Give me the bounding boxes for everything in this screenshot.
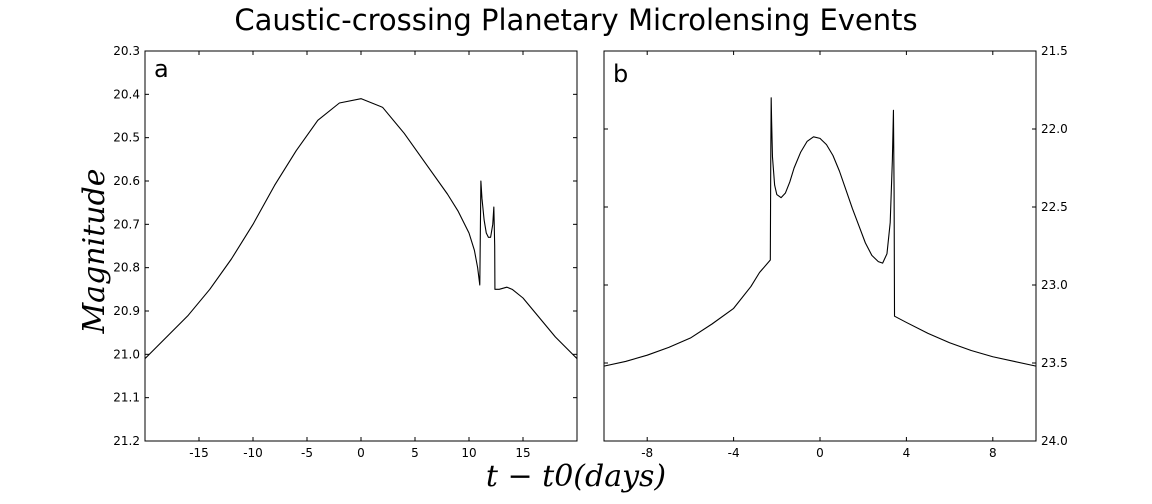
y-tick-label: 21.2 (113, 434, 140, 448)
panel-b-label: b (613, 60, 628, 88)
panel-b-xticks: -8 -4 0 4 8 (641, 51, 997, 460)
x-tick-label: 5 (411, 446, 419, 460)
panel-a-xticks: -15 -10 -5 0 5 10 15 (189, 51, 531, 460)
y-tick-label: 23.0 (1041, 278, 1068, 292)
light-curve-line (603, 97, 1037, 367)
x-tick-label: 4 (903, 446, 911, 460)
panel-b-yticks: 21.5 22.0 22.5 23.0 23.5 24.0 (604, 44, 1068, 448)
y-tick-label: 22.5 (1041, 200, 1068, 214)
panel-b-frame (603, 50, 1037, 442)
y-tick-label: 21.5 (1041, 44, 1068, 58)
y-tick-label: 20.6 (113, 174, 140, 188)
y-tick-label: 20.7 (113, 217, 140, 231)
x-tick-label: -5 (301, 446, 313, 460)
x-tick-label: 0 (816, 446, 824, 460)
y-tick-label: 20.4 (113, 87, 140, 101)
panel-b: b -8 -4 0 4 8 21.5 22.0 22.5 23.0 23.5 24.0 (603, 44, 1068, 460)
x-tick-label: -15 (189, 446, 209, 460)
y-tick-label: 22.0 (1041, 122, 1068, 136)
x-tick-label: 15 (515, 446, 530, 460)
y-tick-label: 20.9 (113, 304, 140, 318)
y-tick-label: 21.0 (113, 347, 140, 361)
panel-a-series (144, 98, 578, 360)
panel-a-yticks: 20.3 20.4 20.5 20.6 20.7 20.8 20.9 21.0 21.1 21.2 (113, 44, 577, 448)
x-tick-label: -4 (728, 446, 740, 460)
x-axis-label: t − t0(days) (486, 459, 666, 494)
x-tick-label: -8 (641, 446, 653, 460)
panel-a: a -15 -10 -5 0 5 10 15 20.320.420.520.620.720.… (113, 44, 578, 460)
x-tick-label: 10 (461, 446, 476, 460)
panel-b-series (603, 97, 1037, 367)
panel-a-frame (144, 50, 578, 442)
x-tick-label: -10 (243, 446, 263, 460)
chart-title: Caustic-crossing Planetary Microlensing … (234, 3, 917, 37)
x-tick-label: 0 (357, 446, 365, 460)
panel-a-label: a (154, 55, 169, 83)
x-tick-label: 8 (989, 446, 997, 460)
y-tick-label: 20.3 (113, 44, 140, 58)
light-curve-line (144, 98, 578, 360)
y-tick-label: 20.8 (113, 261, 140, 275)
y-tick-label: 24.0 (1041, 434, 1068, 448)
y-axis-label: Magnitude (77, 168, 112, 334)
y-tick-label: 20.5 (113, 131, 140, 145)
y-tick-label: 21.1 (113, 391, 140, 405)
y-tick-label: 23.5 (1041, 356, 1068, 370)
